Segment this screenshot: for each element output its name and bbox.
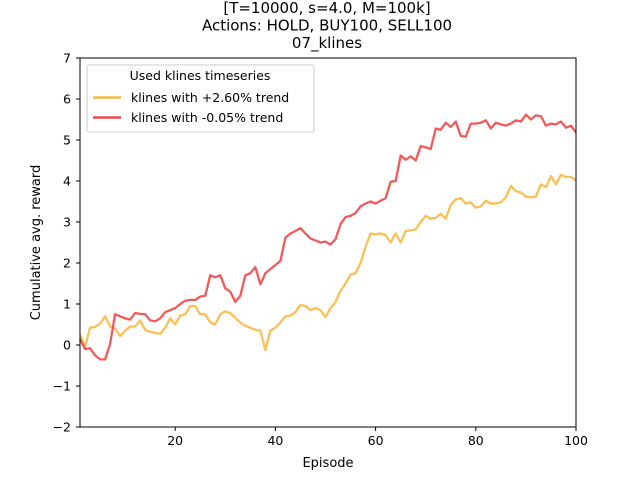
y-tick-label: 2 xyxy=(63,256,71,271)
legend-label-series-2: klines with -0.05% trend xyxy=(131,110,283,125)
y-axis-label: Cumulative avg. reward xyxy=(29,165,44,321)
chart-title-line-1: [T=10000, s=4.0, M=100k] xyxy=(223,0,430,17)
chart-title-line-2: Actions: HOLD, BUY100, SELL100 xyxy=(202,17,452,35)
chart-title-line-3: 07_klines xyxy=(292,34,362,53)
x-tick-label: 80 xyxy=(468,433,484,448)
legend-title: Used klines timeseries xyxy=(130,68,271,83)
series-line-2 xyxy=(78,113,577,361)
plot-area-frame xyxy=(79,57,577,428)
x-tick-label: 20 xyxy=(167,433,183,448)
y-tick-label: 5 xyxy=(63,133,71,148)
legend: Used klines timeseries klines with +2.60… xyxy=(86,64,315,133)
y-tick-label: 0 xyxy=(63,338,71,353)
y-axis-ticks: −2 −1 0 1 2 3 4 5 6 7 xyxy=(53,51,80,435)
x-tick-label: 100 xyxy=(564,433,588,448)
series-lines xyxy=(78,113,577,361)
y-tick-label: −1 xyxy=(53,379,71,394)
y-tick-label: 1 xyxy=(63,297,71,312)
y-tick-label: 6 xyxy=(63,92,71,107)
y-tick-label: 4 xyxy=(63,174,71,189)
y-tick-label: 7 xyxy=(63,51,71,66)
x-tick-label: 40 xyxy=(267,433,283,448)
series-line-1 xyxy=(78,173,577,352)
y-tick-label: −2 xyxy=(53,420,71,435)
x-axis-label: Episode xyxy=(302,456,353,471)
x-tick-label: 60 xyxy=(368,433,384,448)
legend-label-series-1: klines with +2.60% trend xyxy=(131,90,289,105)
y-tick-label: 3 xyxy=(63,215,71,230)
legend-box xyxy=(86,64,315,133)
x-axis-ticks: 20 40 60 80 100 xyxy=(167,427,588,448)
